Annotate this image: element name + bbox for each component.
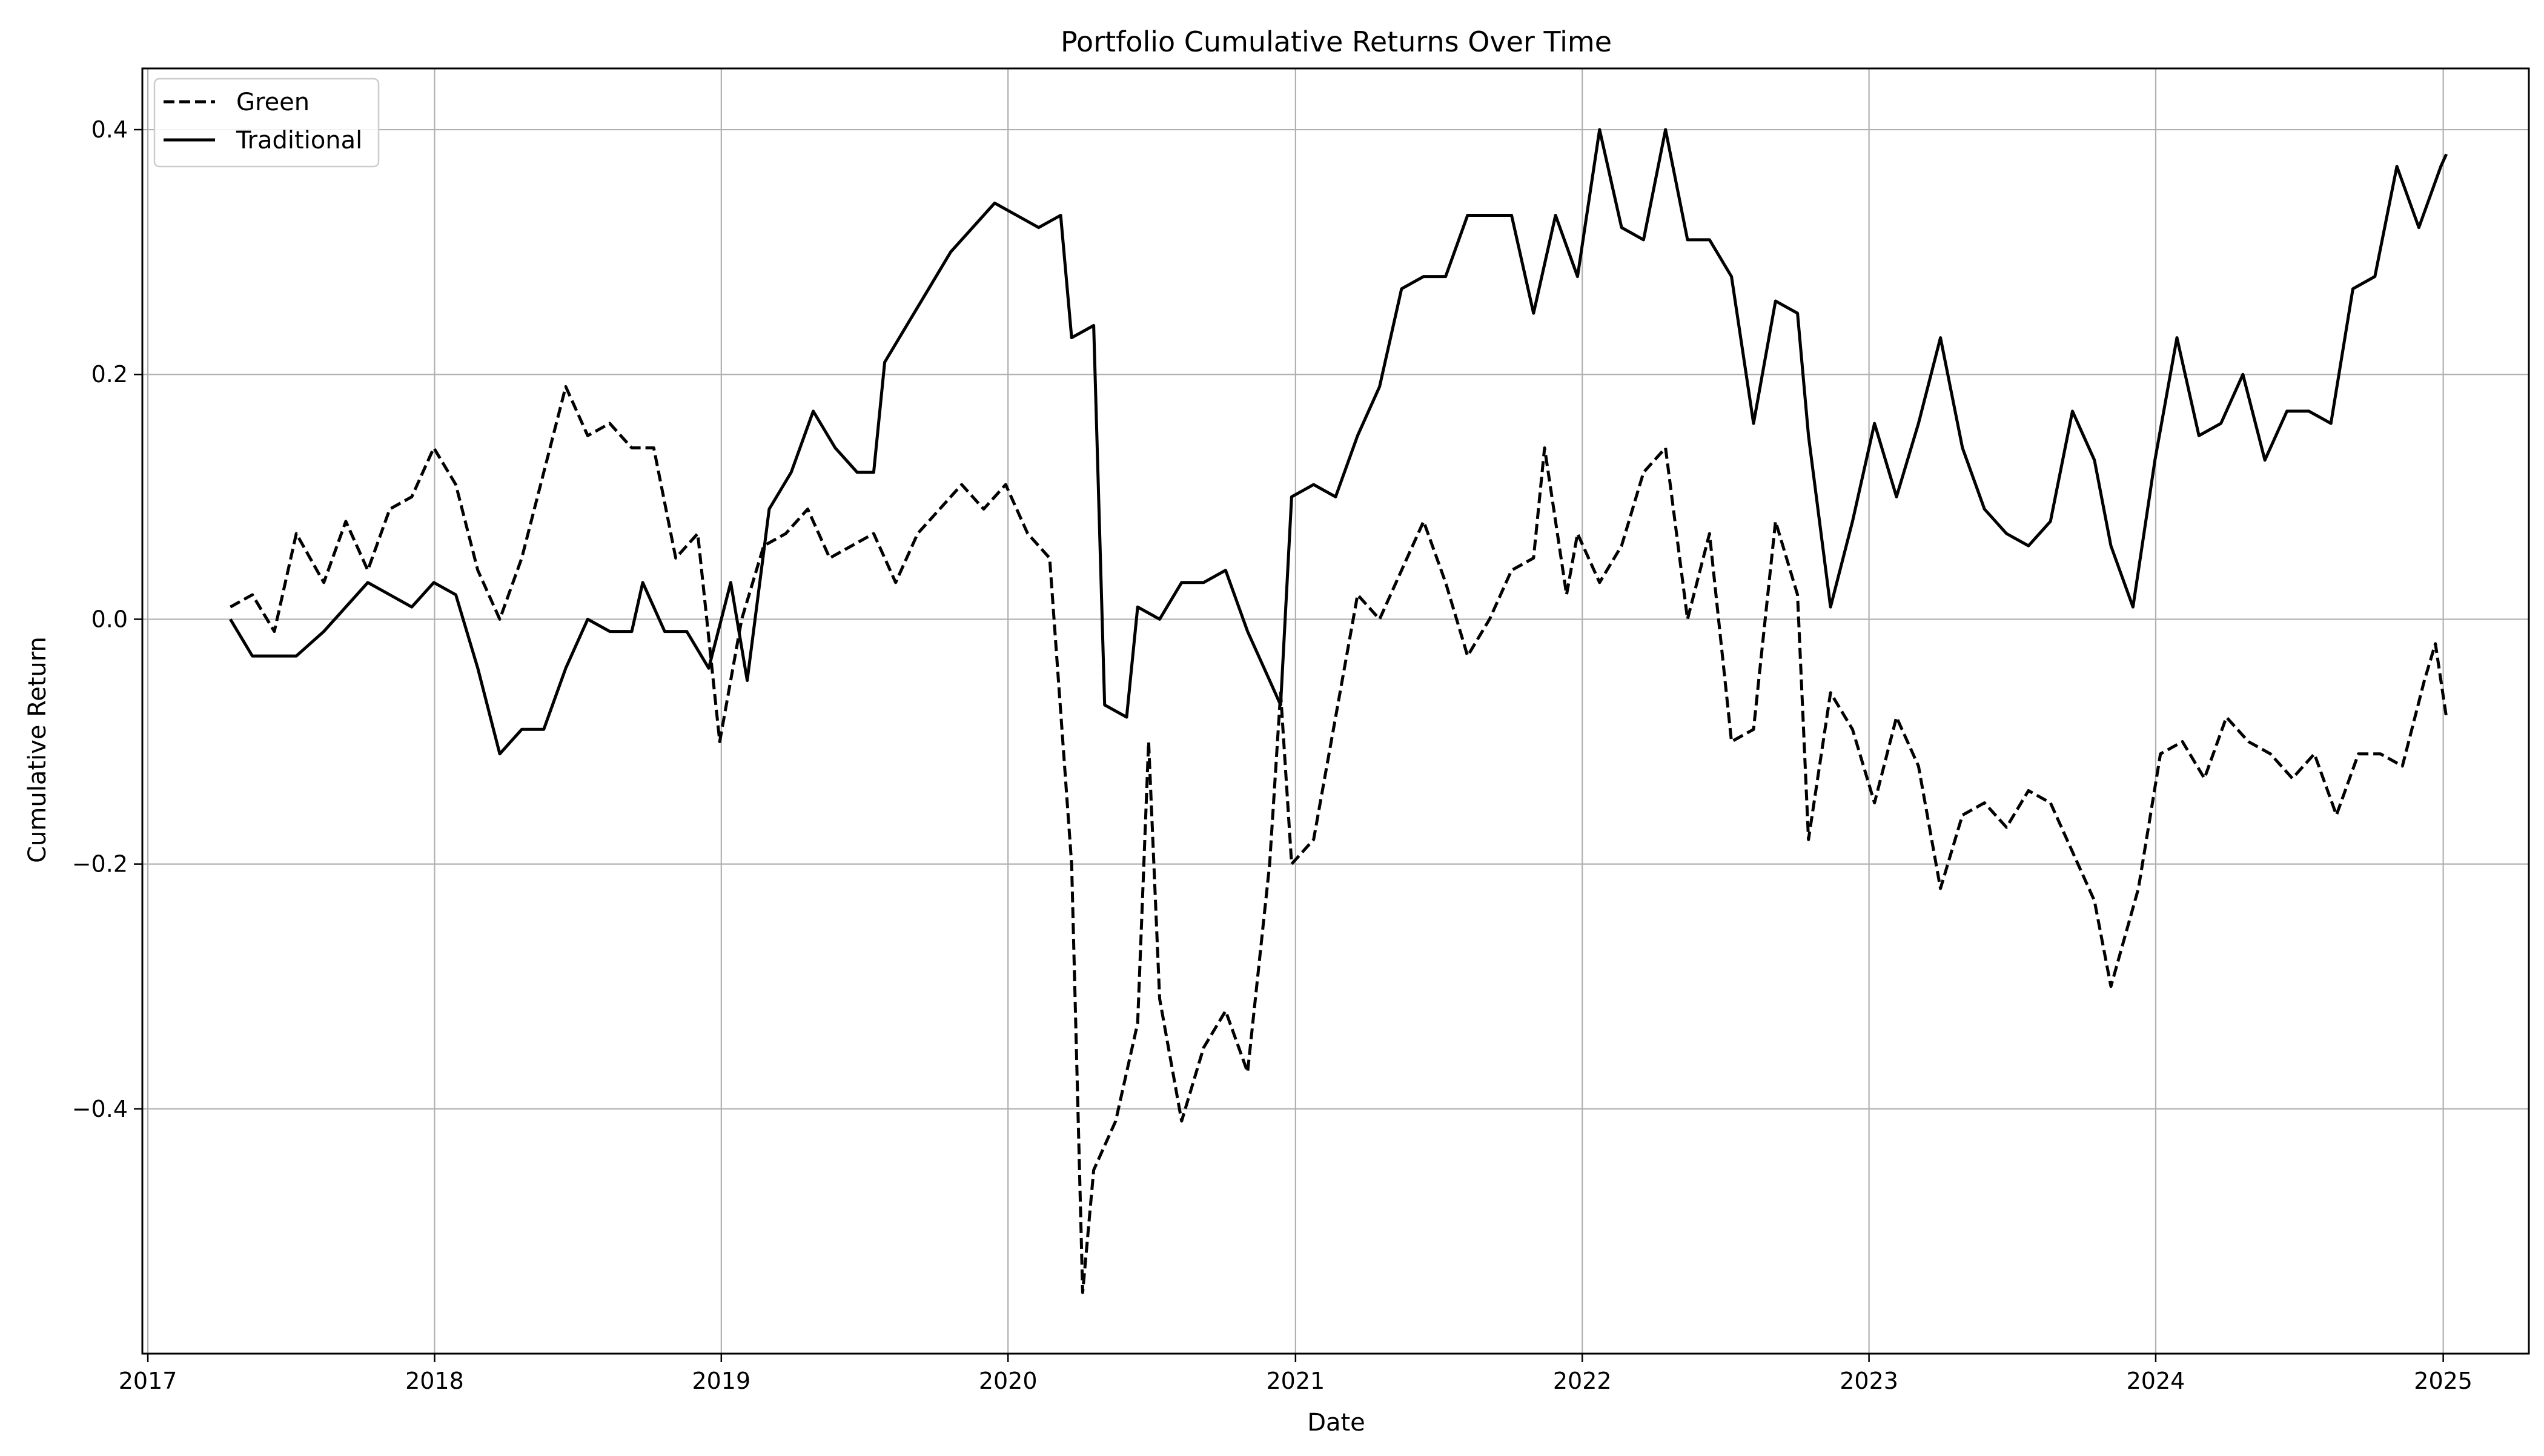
tick-layer: 2017 2018 2019 2020 2021 2022 2023 2024 2025 −0.4… [72, 116, 2473, 1394]
series-line-traditional [229, 128, 2448, 756]
series-layer [229, 128, 2448, 1294]
y-axis-label: Cumulative Return [24, 637, 51, 863]
series-line-green [230, 385, 2448, 1294]
x-tick-label: 2024 [2127, 1368, 2185, 1394]
y-tick-label: 0.2 [91, 361, 128, 388]
legend: Green Traditional [153, 78, 380, 168]
legend-box [153, 78, 380, 168]
x-tick-label: 2022 [1553, 1368, 1612, 1394]
y-tick-label: −0.2 [72, 851, 128, 878]
legend-label-green: Green [236, 88, 310, 116]
x-tick-label: 2017 [119, 1368, 177, 1394]
x-axis-label: Date [1307, 1409, 1365, 1437]
legend-label-traditional: Traditional [236, 127, 362, 154]
plot-frame [141, 67, 2530, 1355]
x-tick-label: 2025 [2414, 1368, 2473, 1394]
x-tick-label: 2021 [1266, 1368, 1325, 1394]
x-tick-label: 2023 [1840, 1368, 1898, 1394]
x-tick-label: 2019 [692, 1368, 750, 1394]
x-tick-label: 2020 [979, 1368, 1038, 1394]
chart-title: Portfolio Cumulative Returns Over Time [1061, 25, 1612, 58]
y-tick-label: 0.0 [91, 606, 128, 632]
grid-layer [142, 68, 2529, 1354]
y-tick-label: 0.4 [91, 116, 128, 143]
x-tick-label: 2018 [405, 1368, 464, 1394]
y-tick-label: −0.4 [72, 1096, 128, 1122]
